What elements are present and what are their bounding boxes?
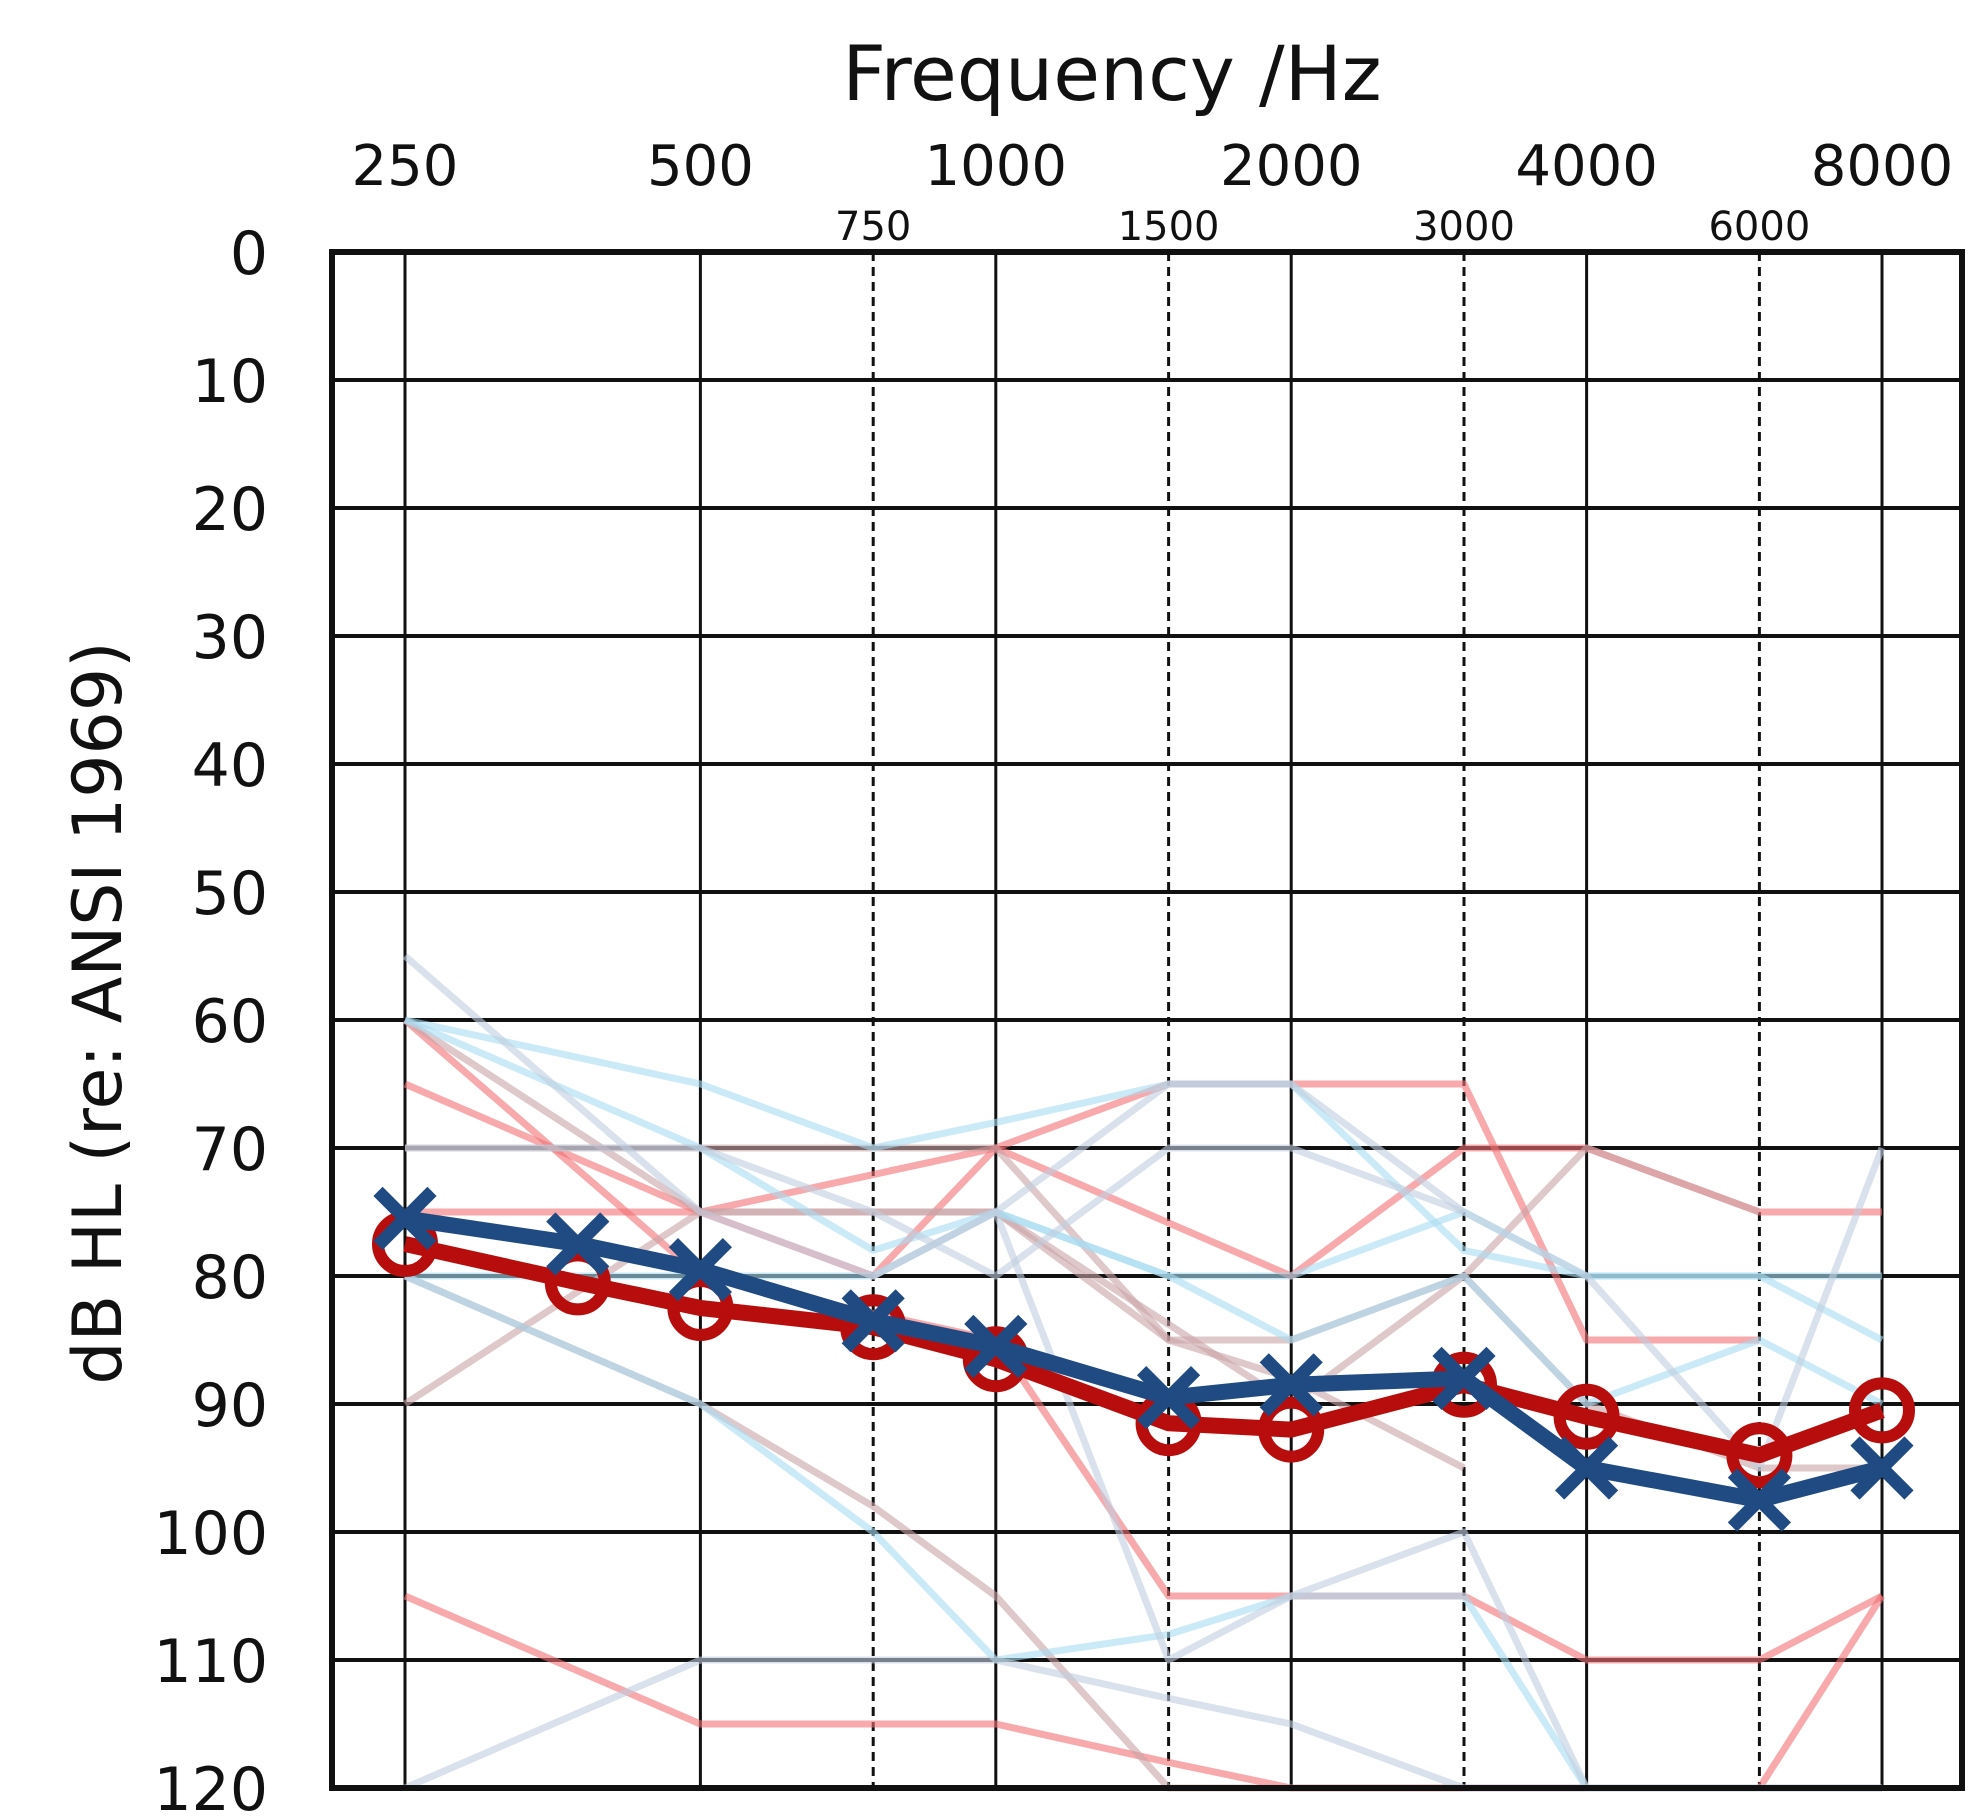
cross-marker xyxy=(1555,1436,1619,1500)
circle-marker xyxy=(1849,1377,1915,1444)
y-tick-label: 50 xyxy=(192,859,268,929)
grid xyxy=(332,250,1962,1790)
plot-border xyxy=(329,249,1965,1791)
y-tick-label: 70 xyxy=(192,1115,268,1185)
cross-marker xyxy=(1432,1346,1496,1410)
cross-marker xyxy=(668,1238,732,1302)
y-axis-title: dB HL (re: ANSI 1969) xyxy=(59,641,138,1384)
y-tick-label: 0 xyxy=(230,219,268,289)
y-tick-label: 110 xyxy=(153,1627,268,1697)
x-tick-label-inter: 1500 xyxy=(1118,204,1220,250)
circle-marker xyxy=(1726,1422,1793,1489)
mean-audiogram-series xyxy=(372,1186,1915,1532)
y-tick-label: 100 xyxy=(153,1499,268,1569)
circle-marker xyxy=(1258,1396,1325,1463)
cross-marker xyxy=(546,1212,610,1276)
individual-curve xyxy=(405,1208,1882,1280)
individual-curve xyxy=(1756,1594,1885,1790)
cross-marker-stroke xyxy=(841,1289,905,1353)
cross-marker-stroke xyxy=(1137,1366,1201,1430)
x-tick-label-major: 4000 xyxy=(1515,134,1658,199)
individual-curve xyxy=(871,1080,1467,1280)
y-tick-label: 80 xyxy=(192,1243,268,1313)
plot-frame xyxy=(329,249,1965,1791)
x-axis-title: Frequency /Hz xyxy=(842,29,1381,118)
individual-curve xyxy=(405,1144,1886,1472)
cross-marker-stroke xyxy=(1432,1346,1496,1410)
cross-marker-stroke xyxy=(964,1314,1028,1378)
x-tick-label-inter: 6000 xyxy=(1708,204,1810,250)
cross-marker-stroke xyxy=(1555,1436,1619,1500)
circle-marker xyxy=(544,1249,611,1316)
cross-marker xyxy=(1137,1366,1201,1430)
cross-marker xyxy=(841,1289,905,1353)
y-tick-label: 20 xyxy=(192,475,268,545)
x-tick-label-major: 500 xyxy=(647,134,754,199)
y-tick-label: 60 xyxy=(192,987,268,1057)
x-tick-label-inter: 3000 xyxy=(1413,204,1515,250)
circle-marker xyxy=(1553,1383,1620,1450)
y-tick-label: 10 xyxy=(192,347,268,417)
cross-marker xyxy=(1259,1353,1323,1417)
cross-marker-stroke xyxy=(1259,1353,1323,1417)
y-tick-label: 40 xyxy=(192,731,268,801)
cross-marker-stroke xyxy=(1850,1436,1914,1500)
cross-marker xyxy=(373,1186,437,1250)
cross-marker-stroke xyxy=(668,1238,732,1302)
individual-curve xyxy=(403,1656,1882,1792)
x-tick-label-major: 8000 xyxy=(1811,134,1954,199)
x-tick-label-major: 2000 xyxy=(1220,134,1363,199)
circle-marker xyxy=(667,1275,734,1341)
cross-marker xyxy=(1727,1468,1791,1532)
cross-marker-stroke xyxy=(1727,1468,1791,1532)
tick-labels: 250 500 1000 2000 4000 8000 750 1500 3000 6000 0 10… xyxy=(153,134,1953,1818)
cross-marker-stroke xyxy=(546,1212,610,1276)
y-tick-label: 120 xyxy=(153,1755,268,1818)
x-tick-label-major: 1000 xyxy=(925,134,1068,199)
series-circle-line xyxy=(403,1236,1885,1464)
x-tick-label-inter: 750 xyxy=(835,204,911,250)
y-tick-label: 90 xyxy=(192,1371,268,1441)
cross-marker xyxy=(1850,1436,1914,1500)
x-tick-label-major: 250 xyxy=(352,134,459,199)
cross-marker xyxy=(964,1314,1028,1378)
y-tick-label: 30 xyxy=(192,603,268,673)
cross-marker-stroke xyxy=(373,1186,437,1250)
